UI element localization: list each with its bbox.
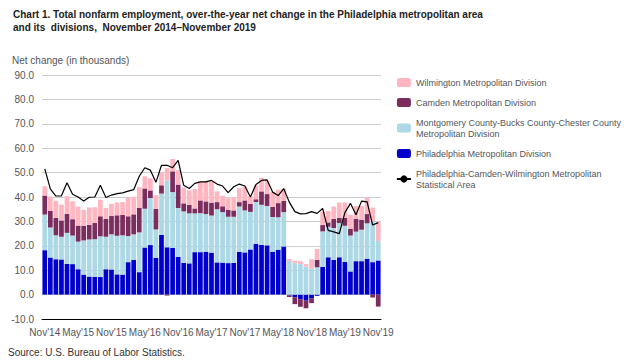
svg-text:10.0: 10.0 <box>15 265 35 276</box>
svg-text:-10.0: -10.0 <box>11 314 34 325</box>
svg-text:Nov'18: Nov'18 <box>296 327 327 338</box>
svg-text:May'17: May'17 <box>196 327 228 338</box>
svg-text:60.0: 60.0 <box>15 143 35 154</box>
svg-text:Net change (in thousands): Net change (in thousands) <box>12 55 129 66</box>
svg-text:Philadelphia Metropolitan Divi: Philadelphia Metropolitan Division <box>416 149 551 159</box>
svg-text:Metropolitan Division: Metropolitan Division <box>416 129 500 139</box>
svg-text:Nov'15: Nov'15 <box>96 327 127 338</box>
svg-text:0.0: 0.0 <box>20 289 34 300</box>
svg-text:Montgomery County-Bucks County: Montgomery County-Bucks County-Chester C… <box>416 118 622 128</box>
svg-text:May'15: May'15 <box>62 327 94 338</box>
svg-text:and its divisions, November: and its divisions, November 2014–Novembe… <box>13 22 256 33</box>
svg-text:80.0: 80.0 <box>15 94 35 105</box>
svg-text:Nov'19: Nov'19 <box>363 327 394 338</box>
svg-text:40.0: 40.0 <box>15 192 35 203</box>
svg-text:Source: U.S. Bureau of Labor S: Source: U.S. Bureau of Labor Statistics. <box>8 347 185 358</box>
svg-text:Nov'14: Nov'14 <box>29 327 60 338</box>
svg-text:May'16: May'16 <box>129 327 161 338</box>
svg-text:30.0: 30.0 <box>15 216 35 227</box>
svg-text:Camden Metropolitan Division: Camden Metropolitan Division <box>416 98 536 108</box>
svg-text:90.0: 90.0 <box>15 70 35 81</box>
svg-text:50.0: 50.0 <box>15 167 35 178</box>
svg-text:May'18: May'18 <box>262 327 294 338</box>
svg-text:Philadelphia-Camden-Wilmington: Philadelphia-Camden-Wilmington Metropoli… <box>416 169 602 179</box>
svg-text:20.0: 20.0 <box>15 240 35 251</box>
svg-text:70.0: 70.0 <box>15 118 35 129</box>
svg-text:Nov'16: Nov'16 <box>163 327 194 338</box>
svg-text:Nov'17: Nov'17 <box>229 327 260 338</box>
svg-text:Wilmington Metropolitan Divisi: Wilmington Metropolitan Division <box>416 78 547 88</box>
svg-text:May'19: May'19 <box>329 327 361 338</box>
svg-text:Chart 1. Total nonfarm employm: Chart 1. Total nonfarm employment, over-… <box>13 9 483 20</box>
svg-text:Statistical Area: Statistical Area <box>416 180 476 190</box>
